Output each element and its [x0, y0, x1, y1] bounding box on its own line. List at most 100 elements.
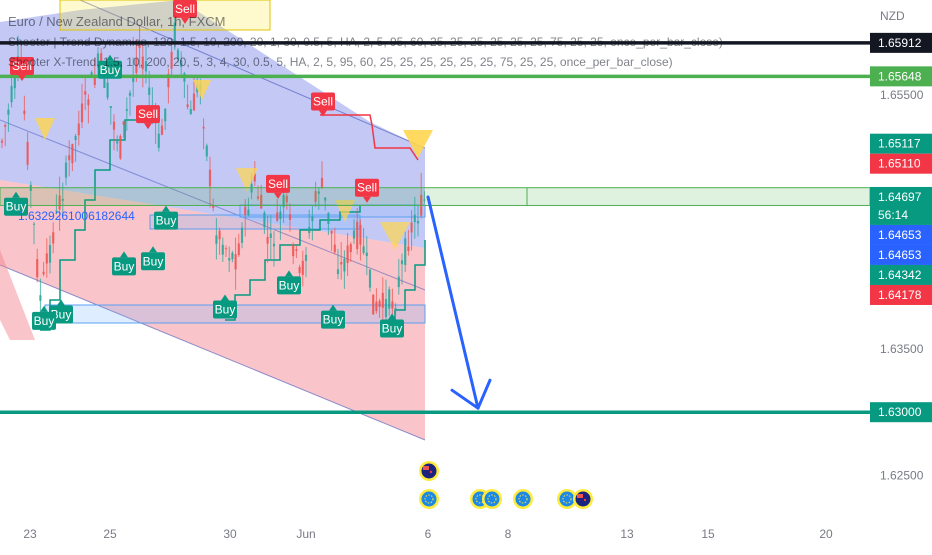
candle-body — [324, 197, 327, 201]
buy-signal-label: Buy — [213, 294, 237, 319]
signal-pointer — [285, 270, 293, 277]
candle-body — [384, 299, 388, 318]
candle-body — [138, 42, 141, 48]
eu-event-icon[interactable] — [513, 489, 533, 509]
indicator-legend-1[interactable]: Shooter | Trend Dynamics, 120, 1.5, 10, … — [8, 35, 723, 49]
eu-event-icon[interactable] — [419, 489, 439, 509]
candle-body — [397, 276, 400, 288]
signal-badge — [277, 276, 301, 295]
time-scale[interactable]: 23 25 30 Jun 6 8 13 15 20 — [23, 527, 833, 541]
resistance-zone[interactable] — [0, 187, 870, 206]
candle-body — [176, 49, 180, 60]
buy-signal-label: Buy — [380, 313, 404, 338]
candle-body — [413, 214, 416, 223]
signal-text: Sell — [313, 94, 333, 108]
price-badge: 1.64342 — [870, 264, 932, 285]
eu-event-icon[interactable] — [557, 489, 577, 509]
nz-event-icon[interactable] — [573, 489, 593, 509]
buy-signal-label: Buy — [141, 246, 165, 271]
price-tick-label: 1.62500 — [880, 469, 924, 483]
time-tick-label: 6 — [425, 527, 432, 541]
sell-signal-label: Sell — [311, 92, 335, 117]
signal-text: Sell — [12, 59, 32, 73]
candle-body — [378, 300, 381, 307]
candle-body — [106, 82, 109, 98]
signal-triangle — [193, 80, 211, 100]
candle-body — [208, 169, 212, 187]
indicator-box — [59, 0, 271, 31]
candle-body — [192, 93, 196, 111]
candle-body — [356, 221, 359, 249]
candle-body — [343, 258, 346, 272]
candle-body — [295, 249, 298, 251]
event-markers[interactable] — [419, 461, 593, 509]
sell-signal-label: Sell — [173, 0, 197, 24]
price-badge-label: 1.63000 — [878, 405, 922, 419]
horizontal-levels[interactable] — [0, 41, 870, 414]
candle-body — [276, 212, 279, 221]
price-badge: 1.64653 — [870, 224, 932, 245]
price-scale[interactable]: NZD 1.655001.650001.635001.625001.659121… — [870, 9, 932, 483]
eu-event-icon[interactable] — [482, 489, 502, 509]
time-tick-label: 23 — [23, 527, 37, 541]
candle-body — [317, 191, 320, 194]
signal-pointer — [144, 123, 152, 130]
candle-body — [244, 206, 247, 216]
price-badge: 1.65110 — [870, 153, 932, 174]
candle-body — [36, 259, 39, 278]
signal-text: Buy — [323, 313, 344, 327]
candle-body — [61, 198, 64, 201]
projection-arrow[interactable] — [426, 195, 492, 410]
candle-body — [212, 205, 215, 208]
candle-body — [237, 243, 240, 255]
signal-pointer — [12, 191, 20, 198]
candle-body — [231, 252, 234, 260]
candle-body — [32, 223, 36, 225]
buy-signal-label: Buy — [98, 54, 122, 79]
plot-area[interactable]: Sell Buy Sell Sell Sell Sell Sell Buy Buy Buy Buy B… — [0, 0, 870, 509]
price-badge-label: 1.64342 — [878, 268, 922, 282]
signal-badge — [213, 300, 237, 319]
candle-body — [112, 121, 116, 130]
price-badge: 1.63000 — [870, 402, 932, 423]
candle-body — [253, 173, 256, 182]
time-tick-label: 30 — [223, 527, 237, 541]
flag-stars — [562, 494, 572, 504]
candle-body — [122, 121, 125, 125]
candle-body — [311, 216, 314, 222]
price-badge-bg — [870, 186, 932, 225]
candle-body — [279, 211, 282, 219]
candle-body — [349, 244, 352, 253]
candle-body — [320, 177, 324, 188]
nz-event-icon[interactable] — [419, 461, 439, 481]
price-badge: 1.65648 — [870, 66, 932, 87]
signal-pointer — [181, 17, 189, 24]
signal-triangle — [35, 118, 55, 140]
candle-body — [68, 155, 71, 161]
candle-body — [148, 87, 151, 95]
signal-badge — [154, 211, 178, 230]
candle-body — [39, 295, 42, 301]
price-badge-bg — [870, 224, 932, 245]
candle-body — [119, 135, 122, 159]
candle-body — [224, 248, 228, 250]
signal-badge — [173, 0, 197, 18]
price-badge: 1.64697 56:14 — [870, 186, 932, 225]
candle-body — [285, 195, 288, 203]
signal-pointer — [274, 192, 282, 199]
currency-label: NZD — [880, 9, 905, 23]
price-badge-label: 1.65110 — [878, 157, 921, 171]
candle-body — [215, 235, 218, 244]
signal-triangle — [236, 168, 258, 192]
candle-body — [340, 262, 343, 265]
projection-head — [450, 378, 492, 410]
candle-body — [93, 76, 96, 85]
candle-body — [423, 199, 426, 201]
price-badge-label: 1.64697 — [878, 190, 922, 204]
indicator-legend-2[interactable]: Shooter X-Trend, 1.5, 10, 200, 20, 5, 3,… — [8, 55, 673, 69]
time-tick-label: 15 — [701, 527, 715, 541]
sell-signal-label: Sell — [266, 174, 290, 199]
candle-body — [308, 227, 311, 234]
